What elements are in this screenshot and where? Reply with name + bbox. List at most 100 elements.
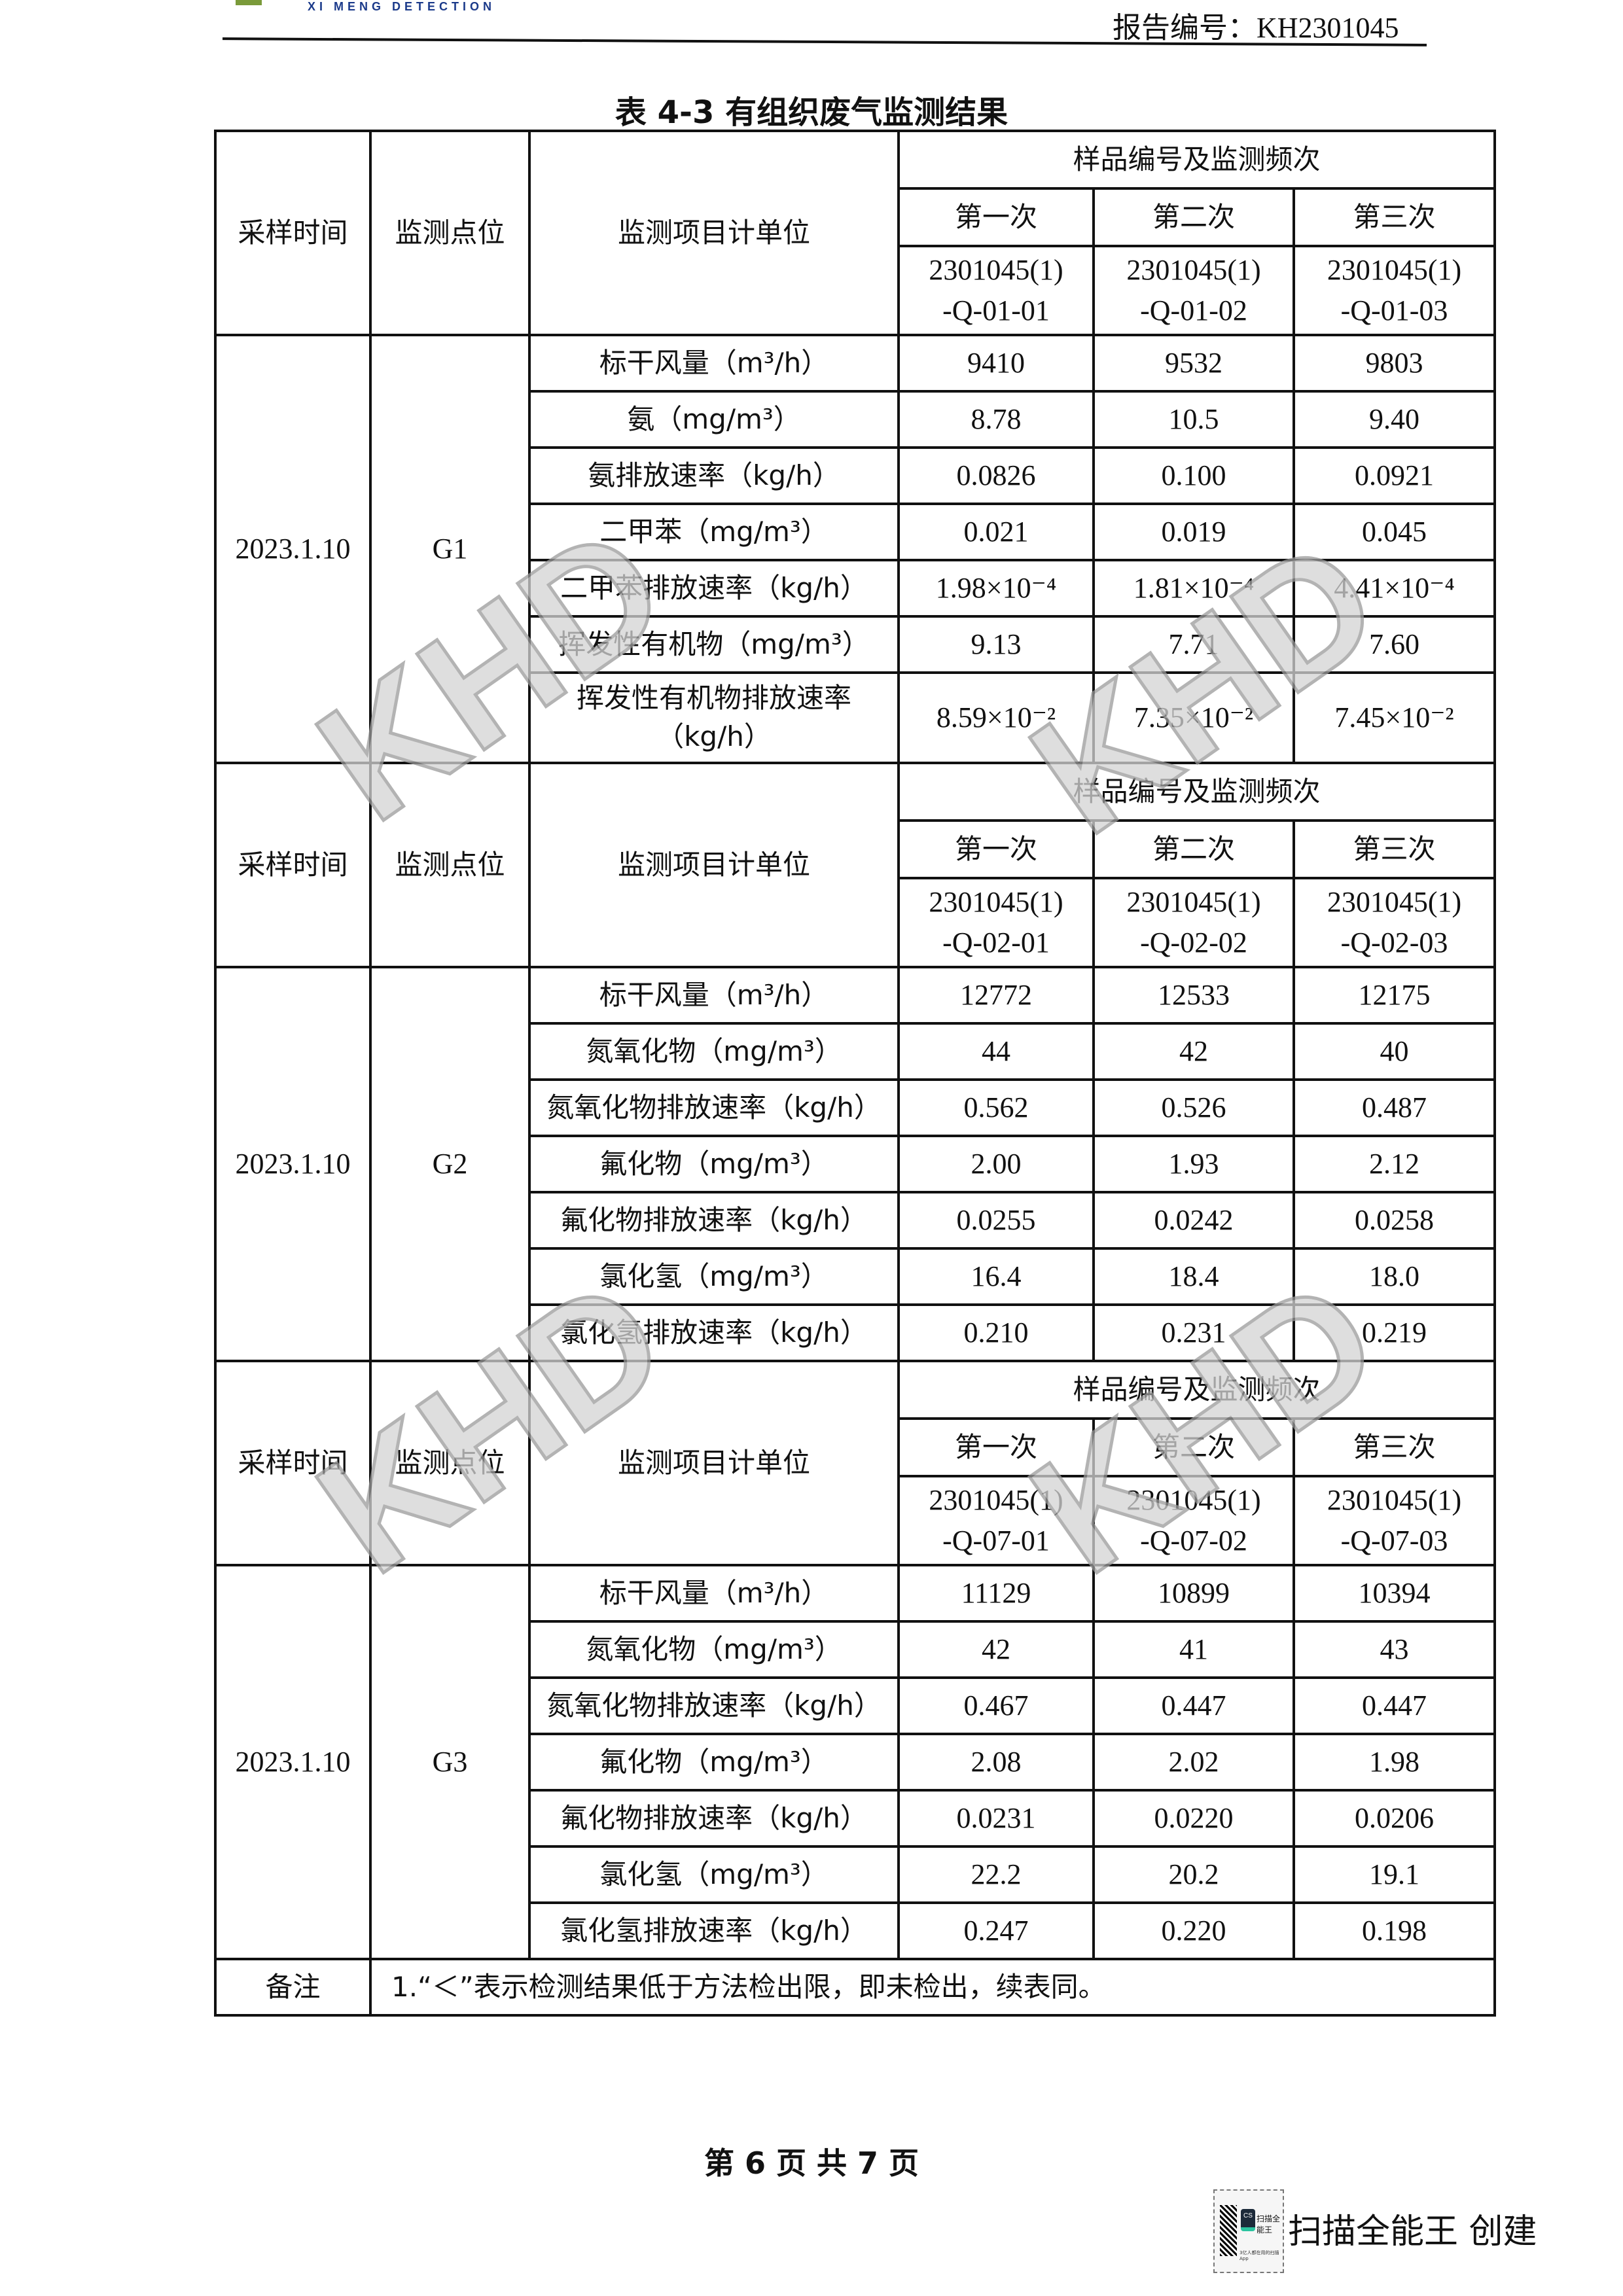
col-header-frequency: 第一次 [897,819,1095,879]
result-value: 0.019 [1092,503,1295,561]
col-header-frequency: 第一次 [897,187,1095,247]
sample-id: 2301045(1) -Q-02-03 [1293,877,1496,968]
result-value: 12175 [1293,966,1496,1025]
header-row: 2301045(1) -Q-01-01 2301045(1) -Q-01-02 23… [215,245,1496,336]
col-header-item: 监测项目计单位 [528,762,900,968]
table-row: 氯化氢（mg/m³） 22.2 20.2 19.1 [215,1845,1496,1904]
monitoring-item: 氯化氢（mg/m³） [528,1845,900,1904]
result-value: 1.98 [1293,1733,1496,1792]
result-value: 1.93 [1092,1135,1295,1193]
result-value: 12533 [1092,966,1295,1025]
col-header-sample-group: 样品编号及监测频次 [897,762,1496,822]
header-row: 采样时间 监测点位 监测项目计单位 样品编号及监测频次 [214,130,1496,336]
result-value: 0.045 [1293,503,1496,561]
col-header-frequency: 第一次 [897,1417,1095,1477]
col-header-time: 采样时间 [214,762,372,968]
qr-code-icon [1220,2205,1237,2256]
result-value: 20.2 [1092,1845,1295,1904]
report-number: 报告编号：KH2301045 [1113,12,1399,44]
col-header-frequency: 第三次 [1293,819,1496,879]
result-value: 44 [897,1022,1095,1081]
header-row: 第一次 第二次 第三次 [215,187,1496,247]
col-header-frequency: 第三次 [1293,1417,1496,1477]
result-value: 0.219 [1293,1303,1496,1362]
result-value: 0.0258 [1293,1191,1496,1250]
result-value: 0.0242 [1092,1191,1295,1250]
col-header-point: 监测点位 [369,130,531,336]
monitoring-point: G3 [369,1564,531,1960]
result-value: 16.4 [897,1247,1095,1306]
result-value: 9.13 [897,615,1095,674]
result-value: 2.08 [897,1733,1095,1792]
sample-id: 2301045(1) -Q-07-02 [1092,1475,1295,1566]
table-title: 表 4-3 有组织废气监测结果 [615,94,1008,131]
result-value: 8.78 [897,390,1095,449]
sample-id: 2301045(1) -Q-07-01 [897,1475,1095,1566]
result-value: 0.021 [897,503,1095,561]
sampling-date: 2023.1.10 [214,1564,372,1960]
result-value: 0.447 [1092,1676,1295,1735]
monitoring-item: 氟化物（mg/m³） [528,1135,900,1193]
note-text: 1.“＜”表示检测结果低于方法检出限，即未检出，续表同。 [369,1958,1496,2017]
result-value: 8.59×10⁻² [897,671,1095,764]
monitoring-point: G1 [369,334,531,764]
result-value: 7.45×10⁻² [1293,671,1496,764]
sampling-date: 2023.1.10 [214,334,372,764]
result-value: 42 [897,1620,1095,1679]
col-header-point: 监测点位 [369,762,531,968]
table-row: 氮氧化物（mg/m³） 42 41 43 [215,1620,1496,1679]
col-header-time: 采样时间 [214,130,372,336]
sample-id: 2301045(1) -Q-01-02 [1092,245,1295,336]
result-value: 0.210 [897,1303,1095,1362]
result-value: 0.562 [897,1078,1095,1137]
table-row: 二甲苯（mg/m³） 0.021 0.019 0.045 [215,503,1496,561]
result-value: 0.487 [1293,1078,1496,1137]
result-value: 0.220 [1092,1901,1295,1960]
monitoring-item: 二甲苯（mg/m³） [528,503,900,561]
result-value: 0.526 [1092,1078,1295,1137]
result-value: 41 [1092,1620,1295,1679]
sample-id: 2301045(1) -Q-02-02 [1092,877,1295,968]
scanner-badge-sub: 3亿人都在用的扫描App [1240,2250,1279,2261]
monitoring-item: 氨排放速率（kg/h） [528,446,900,505]
header-row: 采样时间 监测点位 监测项目计单位 样品编号及监测频次 [214,762,1496,968]
col-header-sample-group: 样品编号及监测频次 [897,1360,1496,1420]
result-value: 0.198 [1293,1901,1496,1960]
col-header-item: 监测项目计单位 [528,1360,900,1566]
result-value: 0.0921 [1293,446,1496,505]
col-header-frequency: 第二次 [1092,819,1295,879]
table-row: 2023.1.10 G3 标干风量（m³/h） 11129 10899 10394 [214,1564,1496,1960]
result-value: 7.60 [1293,615,1496,674]
result-value: 9532 [1092,334,1295,393]
result-value: 0.447 [1293,1676,1496,1735]
scanner-badge: CS 扫描全能王 3亿人都在用的扫描App [1213,2189,1284,2273]
table-row: 氨排放速率（kg/h） 0.0826 0.100 0.0921 [215,446,1496,505]
monitoring-item: 氮氧化物排放速率（kg/h） [528,1676,900,1735]
monitoring-item: 标干风量（m³/h） [528,966,900,1025]
table-row: 氮氧化物排放速率（kg/h） 0.562 0.526 0.487 [215,1078,1496,1137]
table-row: 氯化氢排放速率（kg/h） 0.210 0.231 0.219 [215,1303,1496,1362]
monitoring-item: 氟化物（mg/m³） [528,1733,900,1792]
result-value: 18.4 [1092,1247,1295,1306]
note-label: 备注 [214,1958,372,2017]
monitoring-item: 氮氧化物（mg/m³） [528,1620,900,1679]
result-value: 0.0826 [897,446,1095,505]
header-row: 第一次 第二次 第三次 [215,1417,1496,1477]
table-row: 氨（mg/m³） 8.78 10.5 9.40 [215,390,1496,449]
col-header-sample-group: 样品编号及监测频次 [897,130,1496,190]
col-header-item: 监测项目计单位 [528,130,900,336]
result-value: 0.247 [897,1901,1095,1960]
sample-id: 2301045(1) -Q-01-01 [897,245,1095,336]
table-row: 氮氧化物排放速率（kg/h） 0.467 0.447 0.447 [215,1676,1496,1735]
monitoring-results-table: 采样时间 监测点位 监测项目计单位 样品编号及监测频次 第一次 第二次 第三次 2301045… [214,130,1496,2017]
monitoring-item: 氟化物排放速率（kg/h） [528,1191,900,1250]
scanner-badge-name: 扫描全能王 [1257,2214,1281,2234]
result-value: 11129 [897,1564,1095,1623]
result-value: 0.0255 [897,1191,1095,1250]
result-value: 0.0231 [897,1789,1095,1848]
monitoring-item: 氯化氢（mg/m³） [528,1247,900,1306]
company-logo-mark [236,0,262,5]
header-row: 2301045(1) -Q-07-01 2301045(1) -Q-07-02 23… [215,1475,1496,1566]
table-row: 氟化物排放速率（kg/h） 0.0231 0.0220 0.0206 [215,1789,1496,1848]
monitoring-item: 挥发性有机物（mg/m³） [528,615,900,674]
